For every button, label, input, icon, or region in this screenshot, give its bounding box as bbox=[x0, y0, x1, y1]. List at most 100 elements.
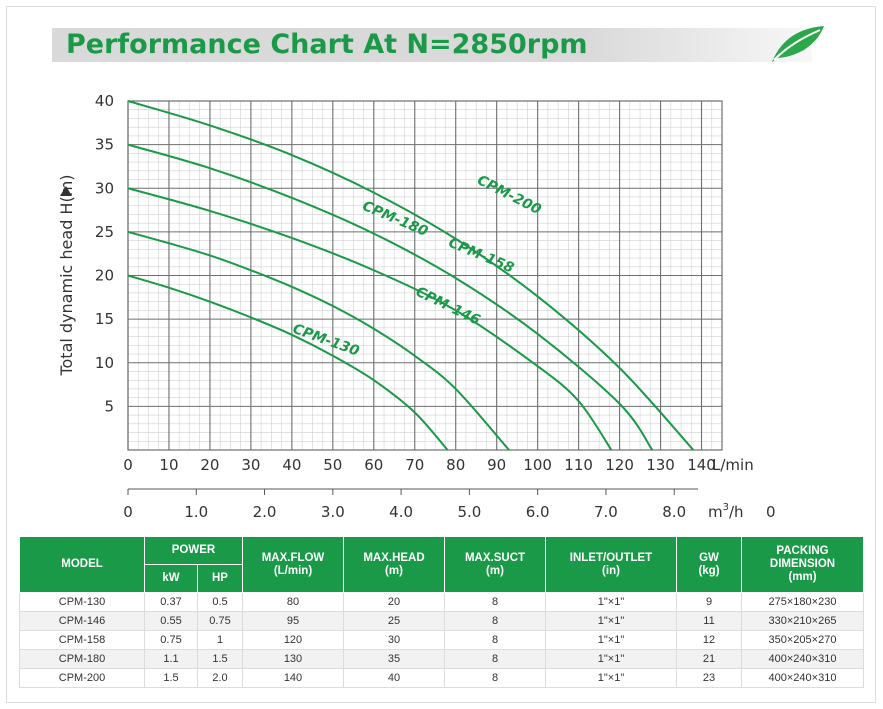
cell: 1"×1" bbox=[545, 668, 677, 688]
axis-layer: 5 10 15 20 25 30 35 40 Total dynamic head H(m) 0 1… bbox=[57, 92, 776, 521]
x-axis-label: L/min bbox=[712, 456, 754, 474]
x2-tick-label: 7.0 bbox=[594, 503, 618, 521]
curve-layer bbox=[127, 100, 695, 451]
x2-tick-label: 0 bbox=[123, 503, 133, 521]
y-tick-label: 15 bbox=[95, 310, 114, 328]
cell: 1.1 bbox=[144, 649, 198, 669]
x-tick-label: 90 bbox=[487, 456, 506, 474]
header-hp: HP bbox=[197, 564, 243, 593]
header-max-head: MAX.HEAD (m) bbox=[343, 536, 445, 593]
cell: 0.75 bbox=[144, 630, 198, 650]
table-row: CPM-158 0.75 1 120 30 8 1"×1" 12 350×205×270 bbox=[19, 630, 864, 650]
table-row: CPM-200 1.5 2.0 140 40 8 1"×1" 23 400×240×310 bbox=[19, 668, 864, 688]
table-row: CPM-180 1.1 1.5 130 35 8 1"×1" 21 400×240×310 bbox=[19, 649, 864, 669]
curve-cpm-200 bbox=[127, 100, 695, 451]
cell: CPM-180 bbox=[19, 649, 145, 669]
cell: 35 bbox=[343, 649, 445, 669]
cell: CPM-146 bbox=[19, 611, 145, 631]
header-inlet-outlet: INLET/OUTLET (in) bbox=[545, 536, 677, 593]
x-tick-label: 110 bbox=[564, 456, 593, 474]
cell: 1"×1" bbox=[545, 611, 677, 631]
x-tick-label: 60 bbox=[364, 456, 383, 474]
cell: 0.5 bbox=[197, 592, 243, 612]
cell: 0.55 bbox=[144, 611, 198, 631]
cell: 21 bbox=[676, 649, 742, 669]
cell: 120 bbox=[242, 630, 344, 650]
cell: 23 bbox=[676, 668, 742, 688]
cell: 140 bbox=[242, 668, 344, 688]
y-tick-label: 5 bbox=[104, 397, 114, 415]
x-tick-label: 100 bbox=[523, 456, 552, 474]
cell: 8 bbox=[444, 611, 546, 631]
cell: 80 bbox=[242, 592, 344, 612]
x2-axis-label: m3/h bbox=[708, 502, 744, 521]
series-label: CPM-200 bbox=[474, 172, 543, 218]
table-row: CPM-130 0.37 0.5 80 20 8 1"×1" 9 275×180×230 bbox=[19, 592, 864, 612]
header-max-suct: MAX.SUCT (m) bbox=[444, 536, 546, 593]
x-tick-label: 80 bbox=[446, 456, 465, 474]
y-tick-label: 35 bbox=[95, 136, 114, 154]
x-tick-label: 20 bbox=[200, 456, 219, 474]
header-model: MODEL bbox=[19, 536, 145, 593]
x-tick-label: 40 bbox=[282, 456, 301, 474]
leaf-logo-icon bbox=[772, 26, 824, 62]
cell: 1.5 bbox=[197, 649, 243, 669]
x2-tick-label: 2.0 bbox=[253, 503, 277, 521]
y-tick-label: 10 bbox=[95, 354, 114, 372]
x2-tick-label: 3.0 bbox=[321, 503, 345, 521]
header-gw: GW (kg) bbox=[676, 536, 742, 593]
cell: 12 bbox=[676, 630, 742, 650]
x2-tick-label: 1.0 bbox=[184, 503, 208, 521]
y-tick-label: 30 bbox=[95, 179, 114, 197]
x-tick-label: 0 bbox=[123, 456, 133, 474]
cell: 11 bbox=[676, 611, 742, 631]
cell: 2.0 bbox=[197, 668, 243, 688]
x-tick-label: 130 bbox=[646, 456, 675, 474]
y-tick-label: 20 bbox=[95, 267, 114, 285]
cell: 8 bbox=[444, 668, 546, 688]
cell: 1"×1" bbox=[545, 649, 677, 669]
x-tick-label: 10 bbox=[159, 456, 178, 474]
series-label: CPM-146 bbox=[413, 284, 483, 329]
cell: 130 bbox=[242, 649, 344, 669]
cell: 1"×1" bbox=[545, 630, 677, 650]
x2-tick-label: 5.0 bbox=[457, 503, 481, 521]
curve-cpm-180 bbox=[127, 143, 654, 451]
x2-tick-label: 8.0 bbox=[662, 503, 686, 521]
header-packing: PACKING DIMENSION (mm) bbox=[741, 536, 864, 593]
y-tick-label: 25 bbox=[95, 223, 114, 241]
cell: 9 bbox=[676, 592, 742, 612]
y-tick-label: 40 bbox=[95, 92, 114, 110]
x-tick-label: 120 bbox=[605, 456, 634, 474]
cell: 30 bbox=[343, 630, 445, 650]
cell: 400×240×310 bbox=[741, 649, 864, 669]
page-frame bbox=[6, 6, 876, 703]
cell: 350×205×270 bbox=[741, 630, 864, 650]
cell: 330×210×265 bbox=[741, 611, 864, 631]
plot-border bbox=[127, 100, 723, 451]
x-tick-label: 140 bbox=[687, 456, 716, 474]
x2-tick-label: 6.0 bbox=[526, 503, 550, 521]
cell: 1"×1" bbox=[545, 592, 677, 612]
curve-cpm-146 bbox=[127, 230, 510, 451]
cell: 8 bbox=[444, 630, 546, 650]
y-axis-label: Total dynamic head H(m) bbox=[57, 174, 76, 376]
x-tick-label: 70 bbox=[405, 456, 424, 474]
cell: 8 bbox=[444, 592, 546, 612]
cell: 400×240×310 bbox=[741, 668, 864, 688]
cell: 0.75 bbox=[197, 611, 243, 631]
y-axis-arrow-icon bbox=[60, 186, 72, 196]
title-banner bbox=[52, 28, 812, 62]
curve-cpm-130 bbox=[127, 274, 449, 451]
x-tick-label: 30 bbox=[241, 456, 260, 474]
cell: 95 bbox=[242, 611, 344, 631]
cell: 0.37 bbox=[144, 592, 198, 612]
cell: CPM-130 bbox=[19, 592, 145, 612]
header-kw: kW bbox=[144, 564, 198, 593]
cell: CPM-200 bbox=[19, 668, 145, 688]
spec-table: MODEL POWER MAX.FLOW (L/min) MAX.HEAD (m) … bbox=[19, 536, 864, 688]
page-title: Performance Chart At N=2850rpm bbox=[66, 29, 588, 60]
x2-trailing-label: 0 bbox=[766, 503, 776, 521]
